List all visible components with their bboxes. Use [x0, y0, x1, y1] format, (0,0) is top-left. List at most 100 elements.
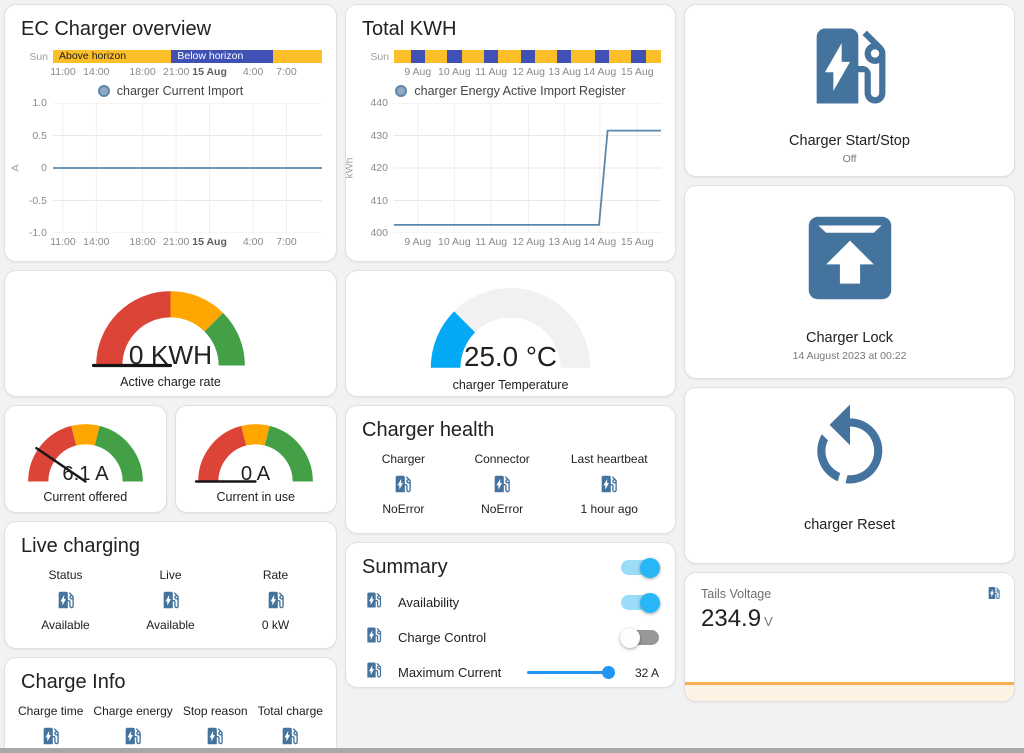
gauge-value: 6.1 A: [62, 464, 109, 486]
summary-header-toggle[interactable]: [621, 557, 660, 578]
x-tick-label: 12 Aug: [512, 236, 545, 248]
glance-item-icon: [122, 725, 144, 747]
ev-station-icon: [396, 475, 412, 493]
card-current-in-use[interactable]: 0 A Current in use: [174, 405, 337, 513]
x-tick-label: 9 Aug: [404, 236, 432, 248]
ev-station-icon: [986, 585, 1002, 606]
ev-station-icon: [364, 660, 384, 685]
glance-item-charge-energy[interactable]: Charge energy: [93, 704, 173, 747]
action-secondary: Off: [842, 153, 857, 165]
tails-voltage-label: Tails Voltage: [701, 587, 772, 601]
toggle-knob: [620, 627, 640, 648]
y-tick-label: 440: [370, 97, 388, 109]
glance-item-value: NoError: [481, 502, 524, 516]
x-tick-label: 10 Aug: [437, 236, 471, 248]
charger-health-items: Charger NoError Connector NoError Last heart…: [346, 442, 675, 522]
y-tick-label: -1.0: [28, 227, 47, 239]
card-active-charge-rate[interactable]: 0 KWH Active charge rate: [4, 270, 337, 397]
charger-reset-button[interactable]: charger Reset: [684, 387, 1015, 564]
y-tick-label: 430: [370, 129, 388, 142]
x-tick-label: 4:00: [242, 236, 264, 248]
x-tick-label: 15 Aug: [620, 66, 654, 78]
x-tick-label: 15 Aug: [620, 236, 654, 248]
card-current-offered[interactable]: 6.1 A Current offered: [4, 405, 167, 513]
glance-item-label: Rate: [262, 568, 289, 582]
glance-item-connector[interactable]: Connector NoError: [472, 452, 532, 516]
ev-station-icon: [163, 591, 179, 609]
horizontal-scrollbar[interactable]: [0, 748, 1024, 753]
ev-station-icon: [43, 727, 59, 745]
glance-item-total-charge[interactable]: Total charge: [258, 704, 323, 747]
summary-header: Summary: [346, 543, 675, 581]
glance-item-icon: [160, 589, 182, 611]
gauge-value: 0 A: [241, 464, 271, 486]
glance-item-rate[interactable]: Rate 0 kW: [246, 568, 306, 632]
action-name: Charger Lock: [805, 329, 894, 346]
x-tick-label: 14:00: [83, 66, 110, 78]
x-tick-label: 11 Aug: [475, 66, 508, 78]
above-horizon-label: Above horizon: [59, 50, 127, 62]
charge-control-toggle[interactable]: [620, 627, 659, 648]
column-right: Charger Start/Stop Off Charger Lock 14 Aug…: [684, 4, 1015, 753]
glance-item-icon: [265, 589, 287, 611]
chart-plot-area: 440 430 420 410 400 kWh: [346, 97, 661, 239]
glance-item-stop-reason[interactable]: Stop reason: [183, 704, 248, 747]
x-tick-label: 9 Aug: [404, 66, 432, 78]
action-name: Charger Start/Stop: [789, 133, 910, 149]
charger-start-stop-button[interactable]: Charger Start/Stop Off: [684, 4, 1015, 177]
glance-item-status[interactable]: Status Available: [36, 568, 96, 632]
gauge-row: 6.1 A Current offered 0 A Current in use: [4, 405, 337, 513]
availability-toggle[interactable]: [621, 592, 660, 613]
glance-item-charger[interactable]: Charger NoError: [373, 452, 433, 516]
card-tails-voltage[interactable]: Tails Voltage 234.9 V: [684, 572, 1015, 702]
glance-item-live[interactable]: Live Available: [141, 568, 201, 632]
ev-station-icon: [601, 475, 618, 493]
action-icon: [800, 16, 900, 121]
card-title-live-charging: Live charging: [21, 535, 140, 557]
y-tick-label: 0.5: [32, 129, 47, 142]
tails-voltage-value: 234.9: [701, 605, 762, 632]
action-name: charger Reset: [803, 517, 896, 533]
x-axis-tick-labels: 9 Aug 10 Aug 11 Aug 12 Aug 13 Aug 14 Aug 15 Au…: [394, 236, 661, 249]
card-charger-temperature[interactable]: 25.0 °C charger Temperature: [345, 270, 676, 397]
gauge-value: 0 KWH: [129, 340, 212, 370]
glance-item-label: Status: [48, 568, 83, 582]
gauge-label: charger Temperature: [452, 378, 569, 392]
x-tick-label: 18:00: [129, 66, 156, 78]
glance-item-icon: [40, 725, 62, 747]
voltage-sparkline-area: [685, 685, 1014, 701]
glance-item-charge-time[interactable]: Charge time: [18, 704, 83, 747]
ev-station-icon: [125, 727, 141, 745]
gauge-label: Current offered: [43, 489, 128, 504]
night-segment: Below horizon: [171, 50, 274, 63]
active-charge-rate-gauge: 0 KWH Active charge rate: [5, 271, 336, 396]
night-segment: [411, 50, 426, 63]
glance-item-last-heartbeat[interactable]: Last heartbeat 1 hour ago: [571, 452, 648, 516]
card-charge-info: Charge Info Charge time Charge energy Stop…: [4, 657, 337, 753]
ev-station-icon: [58, 591, 74, 609]
glance-item-label: Connector: [474, 452, 530, 466]
y-axis-title: kWh: [345, 157, 356, 179]
slider-knob[interactable]: [602, 666, 615, 679]
restart-icon: [816, 404, 882, 484]
gauge-label: Current in use: [216, 489, 295, 504]
total-kwh-chart: Sun 9 Aug 10 Aug 11 Aug 12 Aug 13 Aug 14 Aug 15…: [346, 50, 675, 249]
x-tick-label: 18:00: [129, 236, 156, 248]
gauge-value: 25.0 °C: [464, 341, 557, 372]
ev-station-icon: [207, 727, 223, 745]
y-axis-title: A: [9, 164, 22, 172]
x-tick-label: 7:00: [276, 66, 297, 78]
chart-plot-area: 1.0 0.5 0 -0.5 -1.0 A: [9, 97, 322, 239]
maximum-current-slider[interactable]: [527, 666, 615, 679]
card-summary: Summary Availability Charge Control Maximu…: [345, 542, 676, 688]
x-tick-label: 14:00: [83, 236, 110, 248]
summary-row-charge-control: Charge Control: [364, 620, 659, 655]
glance-item-label: Charge time: [18, 704, 84, 718]
column-left: EC Charger overview Sun Above horizon Belo…: [4, 4, 337, 753]
tails-voltage-unit: V: [764, 614, 773, 629]
night-segment: [483, 50, 499, 63]
charger-lock-button[interactable]: Charger Lock 14 August 2023 at 00:22: [684, 185, 1015, 379]
live-charging-items: Status Available Live Available Rate 0 kW: [5, 558, 336, 638]
ev-station-icon: [367, 627, 382, 643]
